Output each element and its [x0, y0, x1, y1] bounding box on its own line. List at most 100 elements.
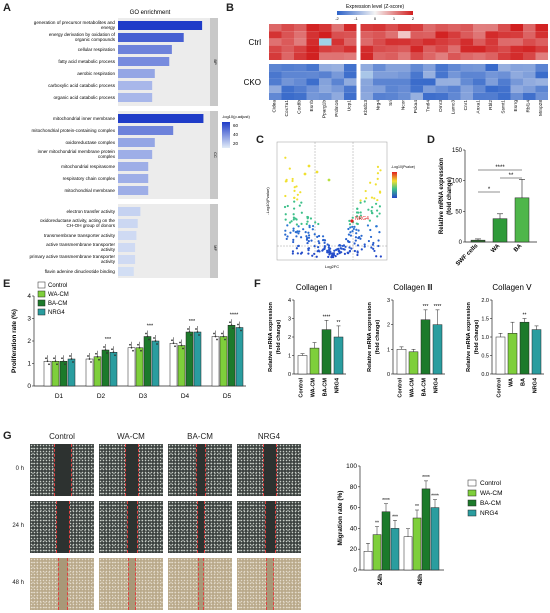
y-tick: 2 — [27, 338, 31, 345]
data-point — [307, 247, 311, 250]
gene-label: Cox7a1 — [284, 100, 290, 117]
data-dot — [179, 341, 181, 344]
y-tick: 2 — [387, 323, 390, 329]
data-point — [292, 227, 295, 230]
data-point — [347, 233, 351, 236]
data-dot — [171, 339, 173, 342]
gene-label: Nrg4 — [375, 100, 381, 111]
x-tick: D1 — [55, 393, 64, 400]
facet-strip — [210, 204, 218, 278]
y-tick: 4 — [27, 293, 31, 300]
scratch-gap — [128, 558, 136, 610]
x-tick: BA-CM — [422, 378, 428, 397]
term-line: mitochondrial membrane — [64, 188, 115, 193]
heatmap-cell — [398, 24, 411, 32]
x-tick: WA — [490, 243, 502, 255]
y-label-line: (fold change) — [276, 320, 282, 355]
micro-col-label: Control — [49, 432, 75, 441]
heatmap-cell — [448, 64, 461, 72]
heatmap-cell — [485, 78, 498, 86]
heatmap-cell — [360, 38, 373, 46]
heatmap-cell — [360, 78, 373, 86]
data-dot — [72, 361, 74, 363]
heatmap-cell — [360, 52, 373, 60]
data-point — [369, 228, 372, 232]
heatmap-cell — [410, 45, 423, 53]
term-label: primary active transmembrane transporter… — [29, 254, 115, 264]
heatmap-cell — [523, 31, 536, 39]
legend-tick: 20 — [233, 141, 239, 146]
gene-label: Esrrg — [513, 100, 519, 112]
data-point — [302, 228, 305, 231]
data-point — [344, 245, 347, 248]
term-label: mitochondrial membrane — [64, 188, 115, 193]
heatmap-cell — [460, 52, 473, 60]
bar — [309, 347, 320, 375]
heatmap-cell — [435, 85, 448, 93]
heatmap-cell — [448, 31, 461, 39]
bar — [403, 536, 413, 571]
y-label-line: Relative mRNA expression — [268, 301, 274, 371]
heatmap-cell — [435, 78, 448, 86]
facet-label: MF — [213, 245, 218, 251]
data-point — [373, 249, 376, 253]
data-point — [292, 240, 295, 244]
heatmap-cell — [485, 64, 498, 72]
data-dot — [54, 360, 57, 363]
sig-label: ** — [415, 504, 419, 510]
heatmap-cell — [498, 24, 511, 32]
heatmap-cell — [294, 85, 307, 93]
data-dot — [70, 358, 73, 360]
y-tick: 3 — [288, 317, 291, 323]
scratch-gap — [58, 558, 68, 610]
bar — [420, 319, 431, 375]
heatmap-cell — [398, 52, 411, 60]
heatmap-cell — [385, 31, 398, 39]
y-label-line: (fold change) — [474, 320, 480, 355]
data-point — [315, 170, 319, 174]
bar — [495, 336, 506, 375]
gene-label: Cnr1 — [463, 100, 469, 111]
bar — [227, 325, 236, 387]
term-line: respiratory chain complex — [63, 176, 116, 181]
y-tick: 1.0 — [481, 335, 489, 341]
heatmap-cell — [535, 38, 548, 46]
heatmap-cell — [423, 92, 436, 100]
legend-label: Control — [480, 480, 502, 487]
data-dot — [188, 331, 191, 333]
heatmap-cell — [498, 31, 511, 39]
term-line: activity — [101, 247, 116, 252]
bar — [118, 126, 174, 135]
data-dot — [153, 337, 155, 339]
bar — [118, 114, 204, 123]
data-point — [284, 156, 287, 159]
bar — [507, 333, 518, 375]
heatmap-cell — [535, 31, 548, 39]
data-point — [363, 243, 366, 246]
heatmap-cell — [485, 85, 498, 93]
scale-tick: 2 — [412, 16, 415, 21]
facet-label: CC — [213, 152, 218, 158]
gene-label: Tmtl4 — [425, 100, 431, 112]
y-tick: 0.0 — [481, 372, 489, 378]
mrna-bar-chart-d: 0 50 100 150 Relative mRNA expression (fold c… — [439, 148, 537, 267]
x-tick: D2 — [97, 393, 106, 400]
gene-label: Prdm16 — [334, 100, 340, 117]
x-tick: D5 — [223, 393, 232, 400]
heatmap-cell — [523, 71, 536, 79]
data-point — [376, 172, 380, 175]
gene-label: Ucp1 — [346, 100, 352, 112]
heatmap-cell — [385, 45, 398, 53]
y-tick: 3 — [27, 316, 31, 323]
data-dot — [112, 351, 115, 354]
facet-strip — [210, 111, 218, 199]
heatmap-cell — [510, 31, 523, 39]
gene-label: Kbtd13 — [363, 100, 369, 116]
heatmap-cell — [485, 24, 498, 32]
bar — [118, 231, 137, 240]
y-label-line: Relative mRNA expression — [367, 301, 373, 371]
data-point — [343, 248, 346, 251]
heatmap-cell — [423, 38, 436, 46]
data-point — [306, 236, 309, 240]
heatmap-cell — [319, 71, 332, 79]
